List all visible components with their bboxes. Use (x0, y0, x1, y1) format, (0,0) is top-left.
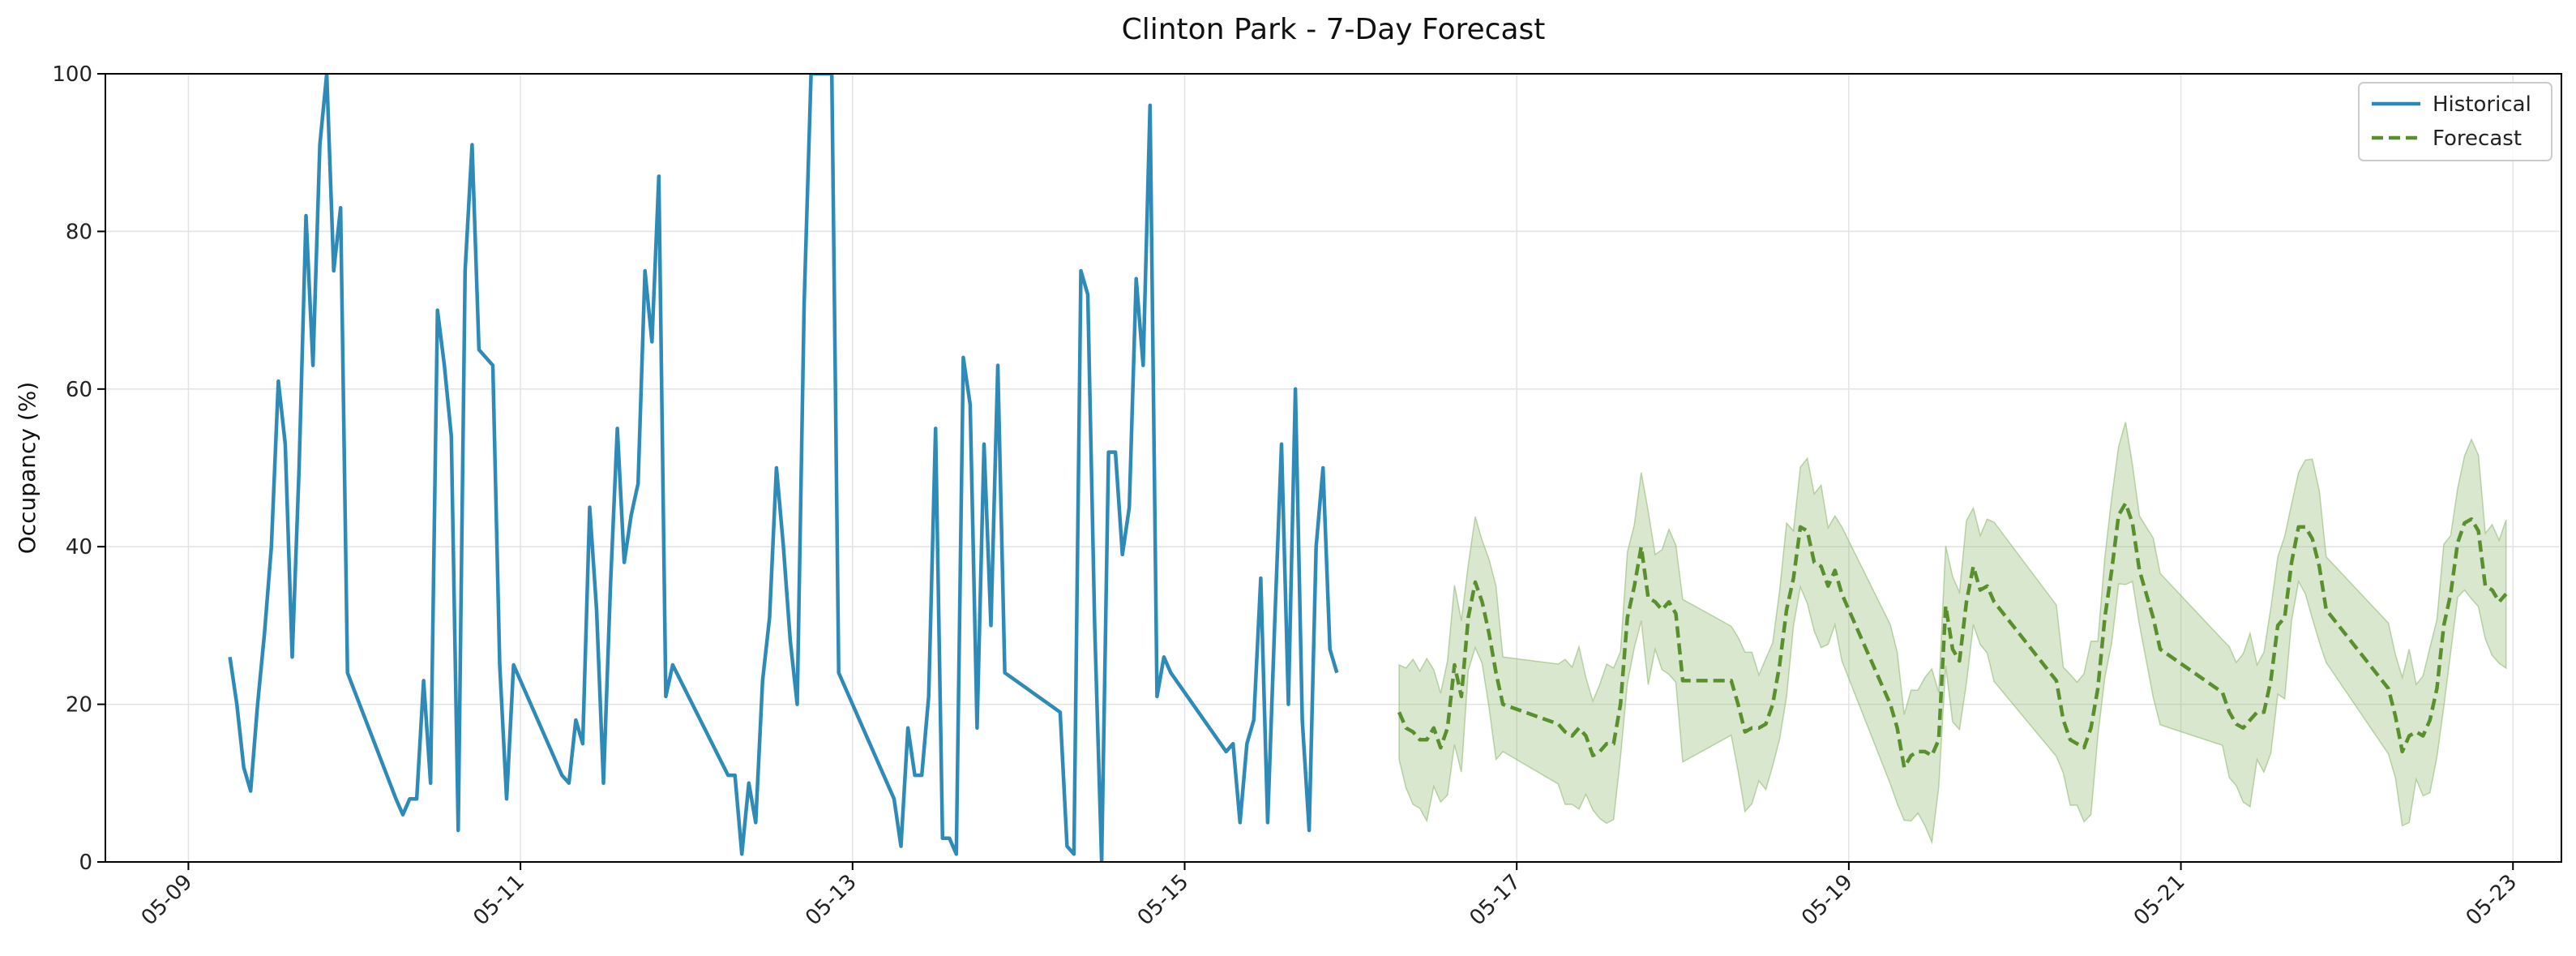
legend-label-historical: Historical (2433, 92, 2531, 117)
plot-frame (105, 73, 2562, 863)
legend-label-forecast: Forecast (2433, 126, 2522, 151)
y-tick-label: 20 (66, 693, 92, 718)
chart-title: Clinton Park - 7-Day Forecast (1122, 13, 1546, 46)
forecast-series-line (1397, 501, 2508, 770)
series-lines (228, 74, 2508, 862)
y-axis-title: Occupancy (%) (14, 382, 41, 555)
y-tick-label: 80 (66, 220, 92, 244)
y-tick-label: 100 (52, 62, 92, 87)
y-tick-label: 0 (79, 851, 92, 875)
forecast-band-area (1398, 422, 2507, 845)
legend: Historical Forecast (2358, 82, 2552, 161)
historical-series-line (228, 74, 1339, 862)
y-tick-label: 60 (66, 378, 92, 402)
forecast-confidence-band (1398, 422, 2507, 845)
y-axis: 0 20 40 60 80 100 (52, 62, 105, 875)
y-tick-label: 40 (66, 535, 92, 559)
